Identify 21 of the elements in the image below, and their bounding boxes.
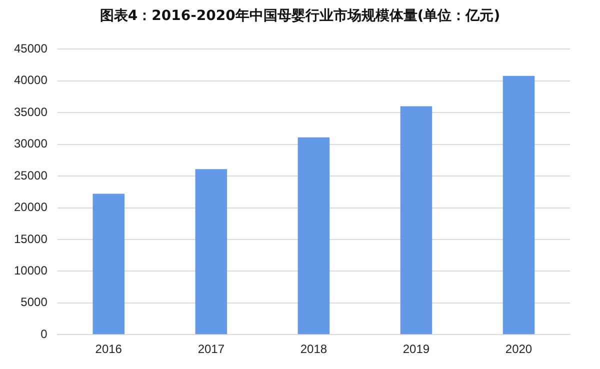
bar [298,137,330,334]
y-tick-label: 35000 [14,104,48,119]
y-tick-label: 10000 [14,263,48,278]
y-tick-label: 20000 [14,200,48,214]
y-tick-label: 40000 [14,73,48,88]
x-tick-label: 2016 [95,342,122,356]
bar [502,76,535,334]
chart-title: 图表4：2016-2020年中国母婴行业市场规模体量(单位：亿元) [98,6,502,26]
x-tick-label: 2018 [300,342,328,356]
y-tick-label: 0 [40,326,48,341]
y-tick-label: 25000 [14,168,48,182]
y-tick-label: 30000 [14,136,48,151]
y-tick-label: 45000 [14,42,48,56]
bar [400,106,432,334]
x-tick-label: 2017 [198,342,225,356]
x-tick-label: 2019 [402,342,430,356]
bar [92,194,125,334]
x-tick-label: 2020 [505,342,532,356]
bar [195,169,228,334]
y-tick-label: 15000 [14,232,48,246]
y-tick-label: 5000 [20,295,48,310]
